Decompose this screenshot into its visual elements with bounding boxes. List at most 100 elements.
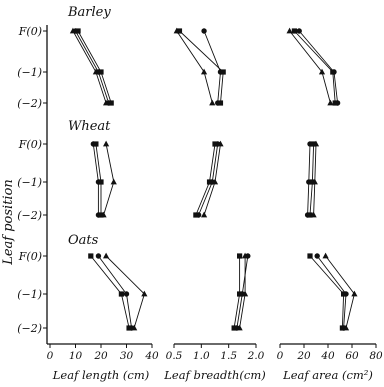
triangle-marker-barley-area [318,68,326,75]
circle-marker-oats-length [123,291,130,297]
x-tick-label: 20 [93,350,108,362]
x-tick-label: 0.5 [166,350,183,362]
square-marker-wheat-length [98,212,104,218]
x-tick-label: 10 [69,350,83,362]
circle-marker-barley-breadth [201,28,207,34]
x-axis-label-length: Leaf length (cm) [52,368,149,382]
triangle-marker-oats-breadth [241,252,249,259]
circle-marker-oats-area [314,253,320,259]
triangle-marker-wheat-breadth [217,140,224,147]
square-marker-wheat-length [98,179,104,185]
series-line-barley-breadth-triangle [176,30,213,104]
square-marker-wheat-area [307,212,313,218]
square-marker-wheat-breadth [206,179,213,185]
x-tick-label: 80 [369,350,383,362]
square-marker-oats-breadth [231,325,237,331]
series-line-barley-length-square [77,30,112,104]
triangle-marker-oats-length [131,324,138,331]
triangle-marker-oats-area [322,252,329,259]
triangle-marker-wheat-area [312,140,320,147]
triangle-marker-wheat-length [110,178,117,185]
x-tick-label: 1.0 [193,350,210,362]
x-tick-label: 30 [120,350,134,362]
triangle-marker-oats-length [141,290,148,297]
triangle-marker-oats-area [342,324,350,331]
square-marker-oats-breadth [237,291,243,297]
series-line-barley-breadth-square [179,30,224,104]
triangle-marker-oats-breadth [241,290,249,297]
series-line-oats-area-square [309,255,345,329]
row-title-barley: Barley [67,5,111,20]
series-line-oats-area-triangle [325,255,355,329]
square-marker-barley-length [75,28,81,34]
series-line-barley-length-triangle [72,30,107,104]
square-marker-wheat-area [311,141,317,147]
y-axis-label: Leaf position [1,179,16,266]
square-marker-oats-area [339,325,345,331]
square-marker-barley-breadth [220,69,226,75]
x-tick-label: 1.5 [220,350,237,362]
triangle-marker-barley-area [327,99,334,106]
triangle-marker-barley-breadth [173,27,180,34]
y-tick-label: F(0) [18,138,42,151]
y-tick-label: (−2) [17,322,42,335]
triangle-marker-oats-breadth [236,324,243,331]
y-tick-label: (−2) [17,97,42,110]
x-tick-label: 2.0 [247,350,265,362]
square-marker-oats-breadth [237,253,243,259]
y-tick-label: F(0) [18,250,42,263]
square-marker-barley-breadth [217,100,224,106]
series-line-barley-length-circle [75,30,110,104]
square-marker-oats-length [126,325,132,331]
y-tick-label: (−1) [17,176,42,189]
triangle-marker-barley-breadth [200,68,208,75]
circle-marker-barley-area [296,28,302,34]
triangle-marker-wheat-area [311,178,318,185]
square-marker-barley-area [291,28,297,34]
row-title-wheat: Wheat [68,119,111,134]
triangle-marker-barley-area [286,27,293,34]
triangle-marker-barley-breadth [209,99,216,106]
triangle-marker-wheat-breadth [200,211,208,218]
triangle-marker-oats-area [351,290,358,297]
y-tick-label: (−1) [17,66,42,79]
y-tick-label: (−2) [17,209,42,222]
series-line-barley-area-square [294,30,336,104]
square-marker-wheat-length [93,141,99,147]
square-marker-wheat-area [309,179,315,185]
square-marker-wheat-breadth [193,212,199,218]
series-line-wheat-length-triangle [103,143,115,216]
series-line-barley-area-triangle [289,30,331,104]
triangle-marker-barley-length [69,27,77,34]
row-title-oats: Oats [68,233,99,248]
x-tick-label: 60 [345,350,359,362]
square-marker-oats-length [118,291,124,297]
triangle-marker-wheat-length [100,211,107,218]
square-marker-barley-area [330,69,336,75]
x-tick-label: 40 [144,350,159,362]
plot-area: Barley F(0) (−1) (−2) Wheat F(0) (−1) (−2) Oats F… [17,5,383,382]
square-marker-barley-area [332,100,338,106]
triangle-marker-barley-length [92,68,99,75]
x-tick-label: 0 [277,350,284,362]
square-marker-wheat-breadth [212,141,218,147]
y-tick-label: (−1) [17,288,42,301]
circle-marker-oats-length [95,253,102,259]
square-marker-oats-area [307,253,313,259]
triangle-marker-barley-length [103,99,110,106]
y-tick-label: F(0) [18,25,42,38]
square-marker-barley-length [98,69,104,75]
square-marker-barley-length [108,100,114,106]
x-axis-label-area: Leaf area (cm²) [282,368,373,382]
x-tick-label: 0 [47,350,54,362]
x-axis-label-breadth: Leaf breadth(cm) [163,368,265,382]
square-marker-oats-length [88,253,94,259]
triangle-marker-wheat-area [310,211,317,218]
x-tick-label: 40 [320,350,335,362]
square-marker-oats-area [341,291,347,297]
square-marker-barley-breadth [176,28,183,34]
triangle-marker-wheat-breadth [211,178,219,185]
triangle-marker-wheat-length [103,140,110,147]
x-tick-label: 20 [296,350,311,362]
